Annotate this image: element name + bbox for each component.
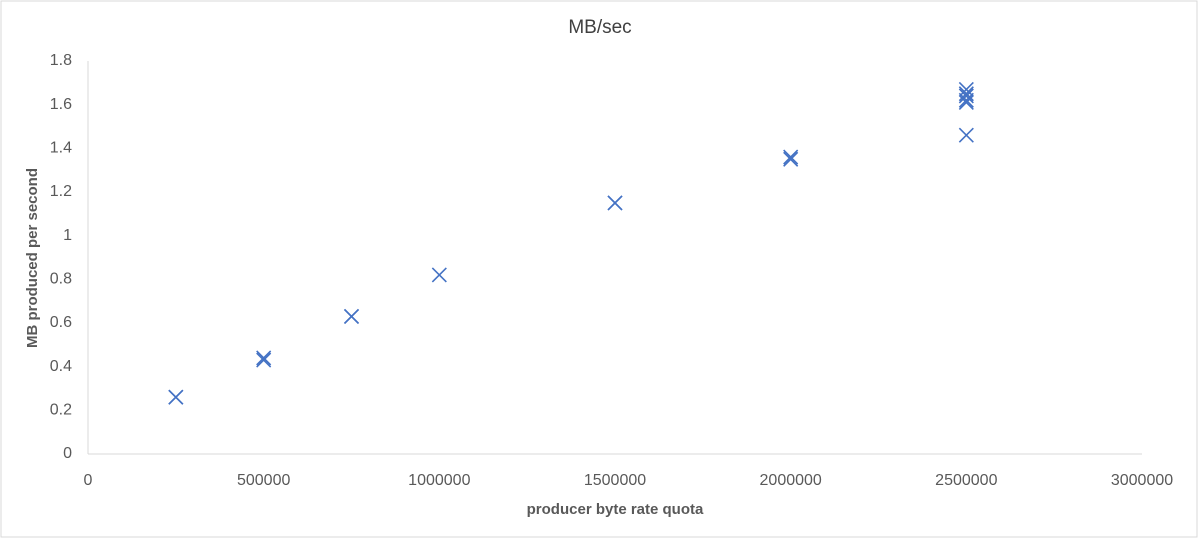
y-tick-label: 1.4	[50, 140, 72, 157]
scatter-point	[958, 92, 974, 108]
y-tick-label: 1.2	[50, 183, 72, 200]
x-tick-label: 2500000	[935, 472, 997, 489]
y-axis-title: MB produced per second	[24, 168, 41, 348]
scatter-point	[256, 350, 272, 366]
y-tick-label: 1	[63, 227, 72, 244]
y-tick-label: 0.6	[50, 314, 72, 331]
scatter-point	[256, 352, 272, 368]
y-tick-label: 0.4	[50, 358, 72, 375]
scatter-point	[958, 127, 974, 143]
scatter-point	[168, 389, 184, 405]
x-tick-label: 500000	[237, 472, 290, 489]
y-tick-label: 1.6	[50, 96, 72, 113]
chart-title: MB/sec	[568, 17, 631, 38]
x-tick-label: 0	[84, 472, 93, 489]
x-tick-label: 1500000	[584, 472, 646, 489]
y-tick-label: 1.8	[50, 52, 72, 69]
scatter-point	[783, 151, 799, 167]
scatter-point	[958, 88, 974, 104]
y-tick-label: 0	[63, 445, 72, 462]
scatter-point	[343, 308, 360, 325]
scatter-point	[607, 195, 623, 211]
y-tick-label: 0.2	[50, 402, 72, 419]
scatter-point	[958, 81, 974, 97]
scatter-point	[431, 267, 447, 283]
x-axis-title: producer byte rate quota	[527, 501, 704, 518]
x-tick-label: 3000000	[1111, 472, 1173, 489]
x-tick-label: 1000000	[408, 472, 470, 489]
x-tick-label: 2000000	[760, 472, 822, 489]
scatter-point	[958, 86, 974, 102]
scatter-point	[783, 149, 799, 165]
y-tick-label: 0.8	[50, 271, 72, 288]
